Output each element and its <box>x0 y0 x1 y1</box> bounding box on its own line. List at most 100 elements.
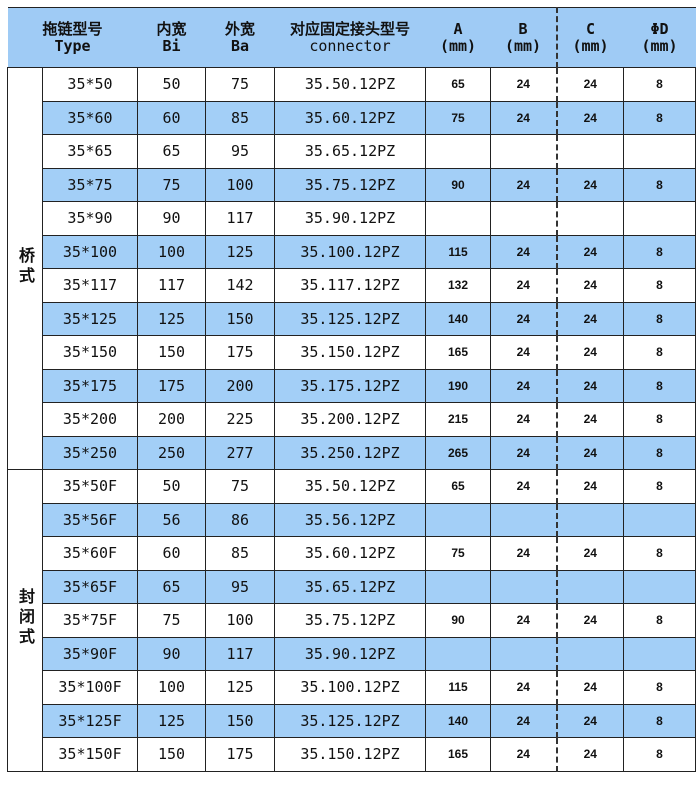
cell-d: 8 <box>623 234 697 269</box>
cell-c <box>555 569 625 604</box>
cell-c: 24 <box>555 703 625 738</box>
header-a-unit: (mm) <box>439 36 477 55</box>
cell-type: 35*90 <box>41 201 139 236</box>
cell-a: 75 <box>425 536 492 571</box>
cell-bi: 100 <box>137 670 207 705</box>
cell-d: 8 <box>623 670 697 705</box>
cell-type: 35*100 <box>41 234 139 269</box>
cell-type: 35*75 <box>41 167 139 202</box>
cell-bi: 250 <box>137 435 207 470</box>
cell-b: 24 <box>490 536 558 571</box>
cell-ba: 85 <box>205 100 276 135</box>
cell-connector: 35.75.12PZ <box>274 167 427 202</box>
cell-ba: 175 <box>205 335 276 370</box>
cell-bi: 60 <box>137 536 207 571</box>
cell-ba: 200 <box>205 368 276 403</box>
cell-a: 165 <box>425 335 492 370</box>
cell-c <box>555 636 625 671</box>
cell-ba: 277 <box>205 435 276 470</box>
cell-connector: 35.60.12PZ <box>274 536 427 571</box>
header-a: A (mm) <box>425 7 491 68</box>
cell-connector: 35.90.12PZ <box>274 201 427 236</box>
cell-ba: 100 <box>205 603 276 638</box>
cell-bi: 75 <box>137 167 207 202</box>
cell-type: 35*90F <box>41 636 139 671</box>
cell-a: 90 <box>425 167 492 202</box>
cell-c: 24 <box>555 100 625 135</box>
cell-d: 8 <box>623 368 697 403</box>
cell-d: 8 <box>623 268 697 303</box>
cell-type: 35*125F <box>41 703 139 738</box>
cell-b: 24 <box>490 234 558 269</box>
cell-type: 35*65 <box>41 134 139 169</box>
cell-d: 8 <box>623 335 697 370</box>
cell-bi: 125 <box>137 301 207 336</box>
cell-ba: 150 <box>205 703 276 738</box>
table-row: 35*150F 150 175 35.150.12PZ 165 24 24 8 <box>8 737 697 772</box>
cell-c <box>555 201 625 236</box>
cell-b: 24 <box>490 737 558 772</box>
header-bi-cn: 内宽 <box>156 19 187 38</box>
table-row: 35*250 250 277 35.250.12PZ 265 24 24 8 <box>8 435 697 470</box>
header-a-label: A <box>453 19 463 38</box>
table-row: 35*56F 56 86 35.56.12PZ <box>8 502 697 537</box>
cell-a <box>425 201 492 236</box>
cell-b: 24 <box>490 167 558 202</box>
header-type-cn: 拖链型号 <box>42 19 103 38</box>
cell-type: 35*250 <box>41 435 139 470</box>
table-row: 封闭式 35*50F 50 75 35.50.12PZ 65 24 24 8 <box>7 469 697 772</box>
cell-a: 140 <box>425 703 492 738</box>
header-d: ΦD (mm) <box>623 7 696 68</box>
cell-d: 8 <box>623 402 697 437</box>
cell-a <box>425 636 492 671</box>
cell-type: 35*117 <box>41 268 139 303</box>
cell-ba: 85 <box>205 536 276 571</box>
cell-b: 24 <box>490 368 558 403</box>
cell-connector: 35.250.12PZ <box>274 435 427 470</box>
cell-a: 115 <box>425 234 492 269</box>
header-ba-en: Ba <box>230 36 250 55</box>
cell-a: 165 <box>425 737 492 772</box>
cell-bi: 65 <box>137 134 207 169</box>
cell-d <box>623 502 697 537</box>
cell-a: 265 <box>425 435 492 470</box>
cell-d: 8 <box>623 435 697 470</box>
cell-c: 24 <box>555 603 625 638</box>
cell-connector: 35.125.12PZ <box>274 703 427 738</box>
cell-b: 24 <box>490 67 558 102</box>
header-connector: 对应固定接头型号 connector <box>274 7 426 68</box>
cell-bi: 90 <box>137 201 207 236</box>
cell-c: 24 <box>555 536 625 571</box>
cell-connector: 35.60.12PZ <box>274 100 427 135</box>
cell-a <box>425 569 492 604</box>
cell-bi: 75 <box>137 603 207 638</box>
cell-c: 24 <box>555 167 625 202</box>
cell-a: 65 <box>425 469 492 504</box>
cell-b <box>490 134 558 169</box>
table-row: 35*75F 75 100 35.75.12PZ 90 24 24 8 <box>8 603 697 638</box>
cell-b: 24 <box>490 670 558 705</box>
cell-a: 190 <box>425 368 492 403</box>
cell-ba: 117 <box>205 636 276 671</box>
cell-type: 35*75F <box>41 603 139 638</box>
spec-table: 拖链型号 Type 内宽 Bi 外宽 Ba 对应固定接头型号 connector A (m… <box>7 7 697 772</box>
cell-b: 24 <box>490 335 558 370</box>
cell-ba: 175 <box>205 737 276 772</box>
cell-ba: 225 <box>205 402 276 437</box>
cell-connector: 35.90.12PZ <box>274 636 427 671</box>
cell-a: 90 <box>425 603 492 638</box>
cell-d <box>623 201 697 236</box>
cell-type: 35*200 <box>41 402 139 437</box>
header-ba-cn: 外宽 <box>225 19 256 38</box>
table-row: 35*90 90 117 35.90.12PZ <box>8 201 697 236</box>
cell-b <box>490 201 558 236</box>
header-c: C (mm) <box>555 7 624 68</box>
cell-connector: 35.117.12PZ <box>274 268 427 303</box>
cell-c: 24 <box>555 670 625 705</box>
cell-ba: 95 <box>205 569 276 604</box>
cell-type: 35*175 <box>41 368 139 403</box>
cell-d: 8 <box>623 536 697 571</box>
cell-type: 35*150 <box>41 335 139 370</box>
header-c-unit: (mm) <box>572 36 609 55</box>
cell-type: 35*150F <box>41 737 139 772</box>
